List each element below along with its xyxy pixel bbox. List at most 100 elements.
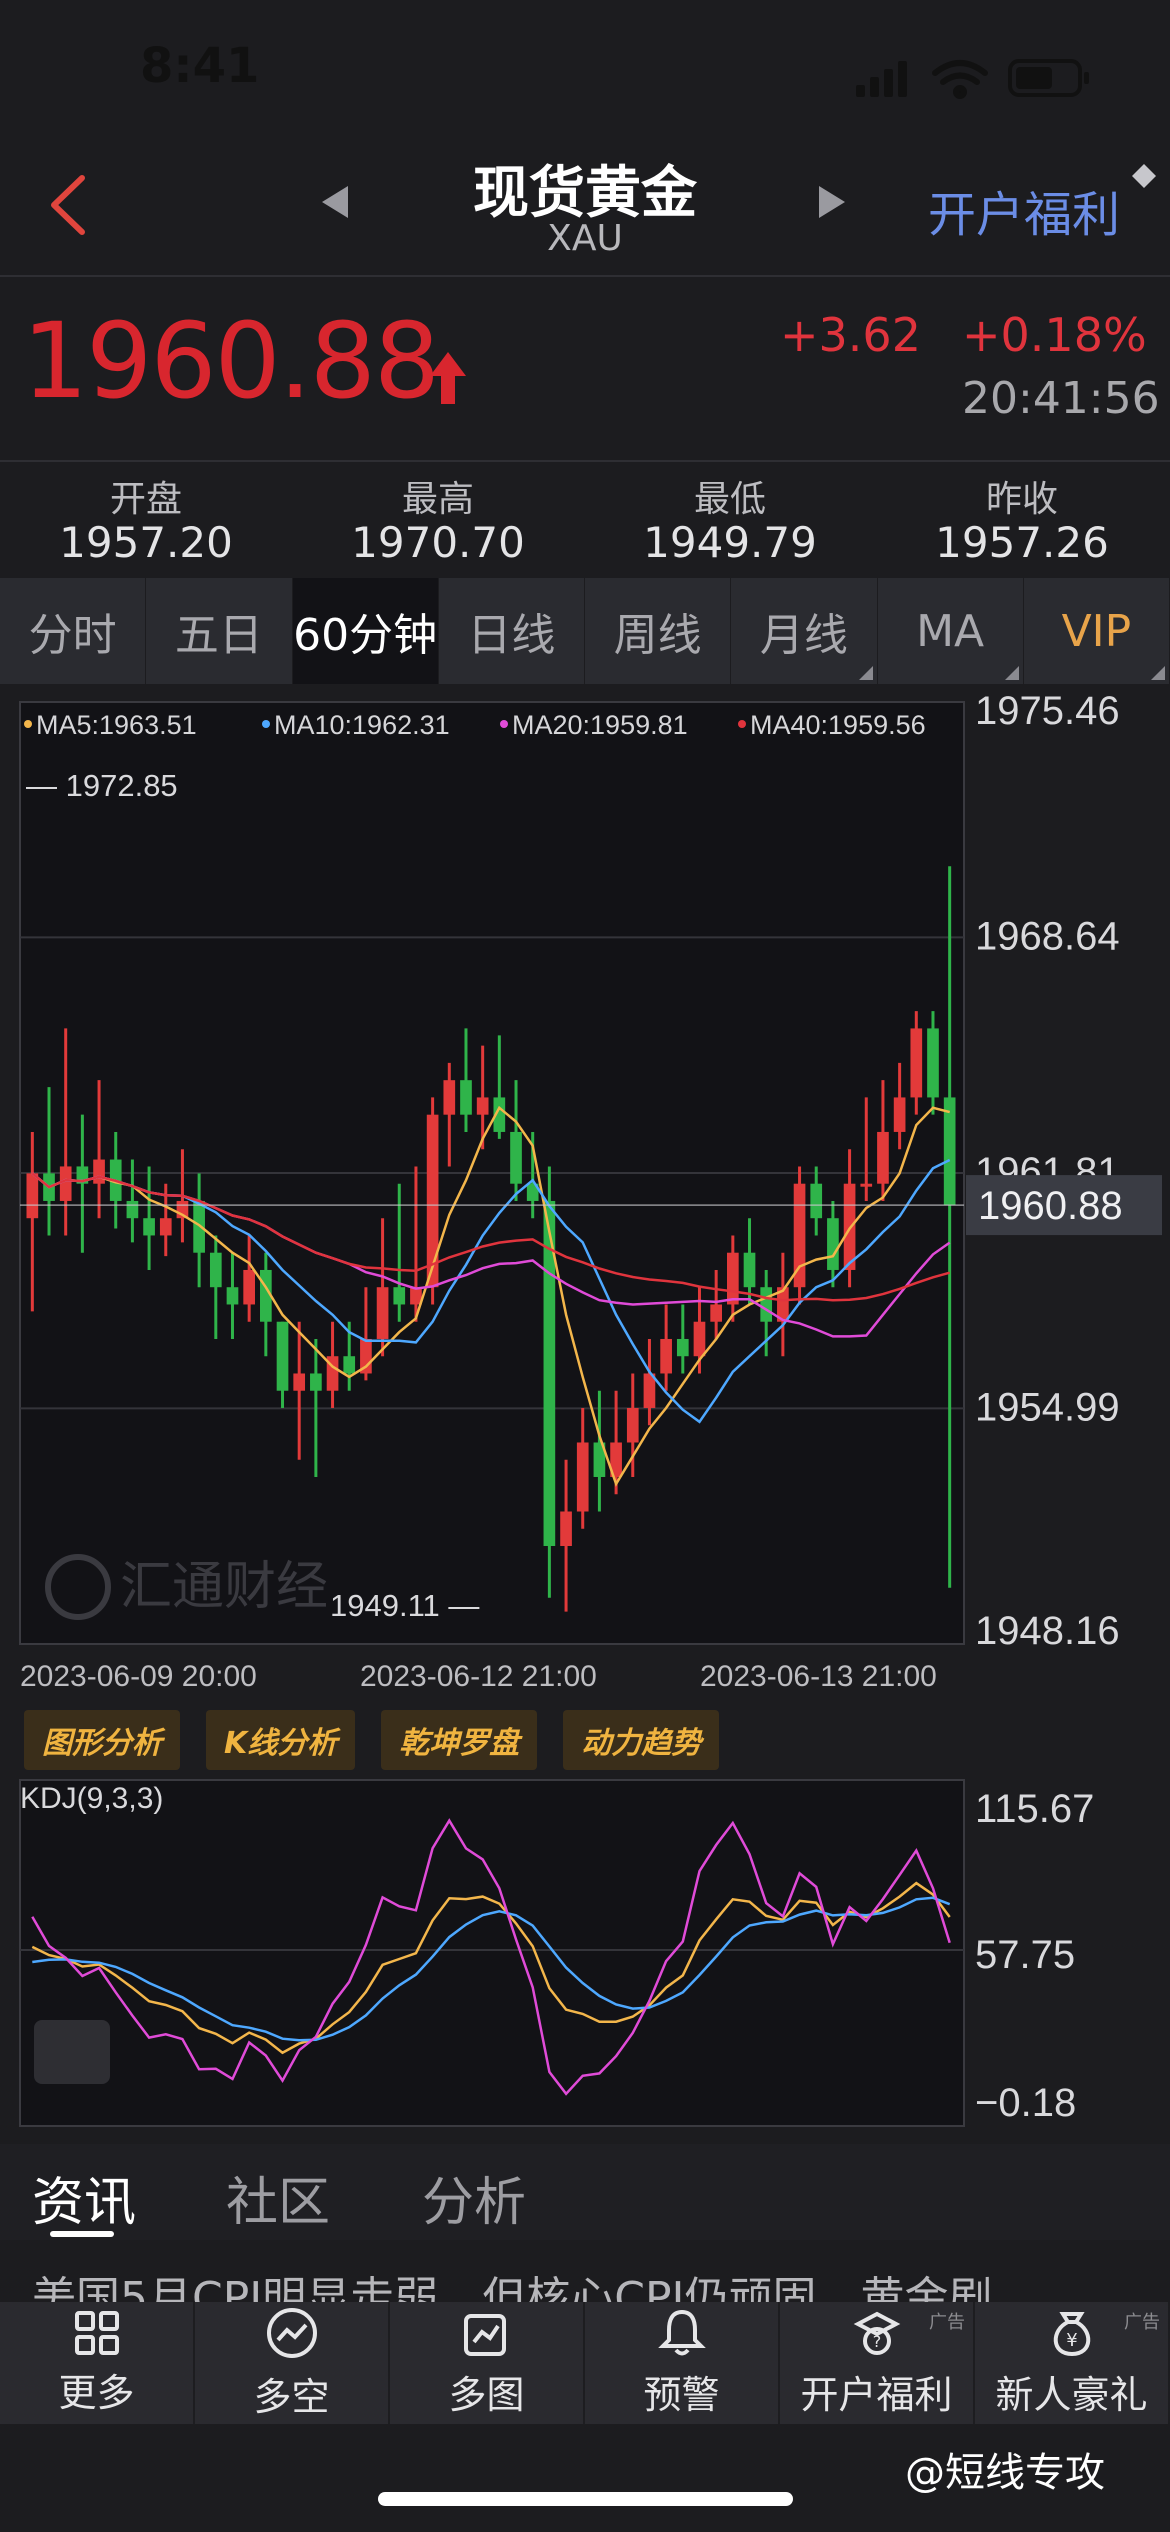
- multi-chart-icon: [463, 2313, 506, 2356]
- nav-account-promo[interactable]: 广告 ? 开户福利: [780, 2302, 975, 2424]
- wifi-icon: [932, 60, 988, 99]
- kdj-line: [31, 1818, 951, 2096]
- nav-new-user-gift[interactable]: 广告 ¥ 新人豪礼: [975, 2302, 1170, 2424]
- tab-news[interactable]: 资讯: [32, 2173, 137, 2233]
- tool-pattern-analysis[interactable]: 图形分析: [24, 1710, 180, 1770]
- tab-ma[interactable]: MA: [878, 578, 1024, 684]
- tool-compass[interactable]: 乾坤罗盘: [381, 1710, 538, 1770]
- home-indicator[interactable]: [378, 2492, 793, 2506]
- candle-body: [660, 1338, 672, 1374]
- candle-body: [760, 1287, 773, 1322]
- cellular-icon: [856, 61, 907, 97]
- candle-body: [443, 1080, 456, 1115]
- candle-body: [893, 1097, 906, 1132]
- tool-kline-analysis[interactable]: K线分析: [206, 1710, 356, 1770]
- nav-long-short[interactable]: 多空: [195, 2302, 390, 2424]
- candle-body: [693, 1321, 706, 1357]
- gift-icon: ?: [853, 2311, 900, 2355]
- header-bar: [0, 150, 1170, 275]
- promo-link[interactable]: 开户福利: [928, 187, 1121, 243]
- candle-body: [326, 1356, 339, 1391]
- period-tabs: 分时 五日 60分钟 日线 周线 月线 MA VIP: [0, 578, 1170, 684]
- ad-label: 广告: [929, 2312, 965, 2333]
- tool-momentum[interactable]: 动力趋势: [563, 1710, 720, 1770]
- candle-body: [743, 1252, 756, 1288]
- kdj-y-tick: 57.75: [975, 1933, 1075, 1977]
- nav-long-short-label: 多空: [253, 2374, 330, 2419]
- stat-high-label: 最高: [401, 479, 474, 520]
- x-tick-label: 2023-06-13 21:00: [700, 1660, 937, 1693]
- candle-body: [610, 1442, 622, 1477]
- ad-corner-icon: [1132, 164, 1156, 188]
- x-tick-label: 2023-06-12 21:00: [360, 1660, 597, 1693]
- quote-time: 20:41:56: [962, 373, 1160, 424]
- candle-body: [276, 1321, 289, 1391]
- candle-body: [593, 1442, 606, 1477]
- stat-prev-close-value: 1957.26: [935, 518, 1109, 567]
- y-tick-label: 1968.64: [975, 914, 1120, 958]
- candle-body: [943, 1097, 956, 1206]
- ma-legend-dot: [262, 720, 270, 728]
- stat-low-value: 1949.79: [643, 518, 817, 567]
- current-price-label: 1960.88: [978, 1184, 1123, 1228]
- rotate-screen-icon: [34, 2020, 110, 2084]
- candle-body: [209, 1252, 222, 1288]
- kdj-y-tick: 115.67: [975, 1787, 1094, 1831]
- footer-watermark: @短线专攻: [905, 2450, 1105, 2496]
- kdj-line: [32, 1896, 951, 2042]
- tab-community[interactable]: 社区: [226, 2173, 331, 2233]
- nav-multi-chart[interactable]: 多图: [390, 2302, 585, 2424]
- price-change: +3.62: [780, 308, 921, 362]
- y-tick-label: 1954.99: [975, 1385, 1120, 1429]
- y-tick-label: 1948.16: [975, 1609, 1120, 1653]
- kdj-chart[interactable]: 115.67 57.75 −0.18 KDJ(9,3,3): [0, 1770, 1170, 2144]
- header-divider: [0, 275, 1170, 277]
- low-marker: 1949.11 —: [330, 1588, 479, 1623]
- back-icon[interactable]: [40, 170, 100, 240]
- ma-legend-text: MA40:1959.56: [750, 710, 926, 740]
- candle-body: [76, 1166, 89, 1184]
- tab-five-day[interactable]: 五日: [146, 578, 293, 684]
- nav-multi-chart-label: 多图: [448, 2372, 525, 2417]
- kdj-line: [31, 1881, 951, 2055]
- bell-icon: [657, 2309, 706, 2355]
- tab-60min[interactable]: 60分钟: [292, 578, 439, 684]
- trend-icon: [266, 2307, 317, 2358]
- prev-symbol-icon[interactable]: [318, 182, 352, 222]
- candle-body: [827, 1218, 839, 1270]
- candle-body: [860, 1183, 873, 1187]
- nav-more[interactable]: 更多: [0, 2302, 195, 2424]
- ad-label: 广告: [1124, 2312, 1160, 2333]
- last-price: 1960.88: [22, 300, 440, 422]
- tab-daily[interactable]: 日线: [439, 578, 585, 684]
- next-symbol-icon[interactable]: [815, 182, 849, 222]
- tab-intraday[interactable]: 分时: [0, 578, 147, 684]
- candle-body: [626, 1407, 639, 1443]
- tab-weekly[interactable]: 周线: [585, 578, 732, 684]
- candle-body: [927, 1028, 939, 1098]
- y-tick-label: 1975.46: [975, 689, 1120, 733]
- candle-body: [376, 1287, 389, 1339]
- candle-body: [343, 1356, 356, 1374]
- nav-alerts[interactable]: 预警: [585, 2302, 780, 2424]
- tab-vip[interactable]: VIP: [1024, 578, 1170, 684]
- candlestick-chart[interactable]: 1975.461968.641961.811954.991948.16MA5:1…: [0, 684, 1170, 1704]
- stat-open-label: 开盘: [109, 479, 182, 520]
- news-tabs: [0, 2144, 1170, 2240]
- stat-prev-close-label: 昨收: [985, 479, 1058, 520]
- ma-legend-dot: [500, 720, 508, 728]
- candle-body: [310, 1373, 322, 1391]
- candle-body: [643, 1373, 656, 1408]
- candle-body: [476, 1097, 489, 1115]
- tab-analysis[interactable]: 分析: [422, 2173, 527, 2233]
- page-title: 现货黄金: [473, 161, 697, 226]
- ma-legend-text: MA5:1963.51: [36, 710, 197, 740]
- nav-new-user-gift-label: 新人豪礼: [995, 2372, 1148, 2417]
- current-price-tag: [966, 1175, 1162, 1236]
- tab-monthly[interactable]: 月线: [731, 578, 878, 684]
- price-change-pct: +0.18%: [962, 308, 1147, 362]
- analysis-tools: 图形分析 K线分析 乾坤罗盘 动力趋势: [24, 1710, 720, 1770]
- candle-body: [159, 1218, 172, 1236]
- bottom-nav: 更多 多空 多图 预警 广告 ? 开户福利 广告: [0, 2302, 1170, 2424]
- ma-legend-dot: [24, 720, 32, 728]
